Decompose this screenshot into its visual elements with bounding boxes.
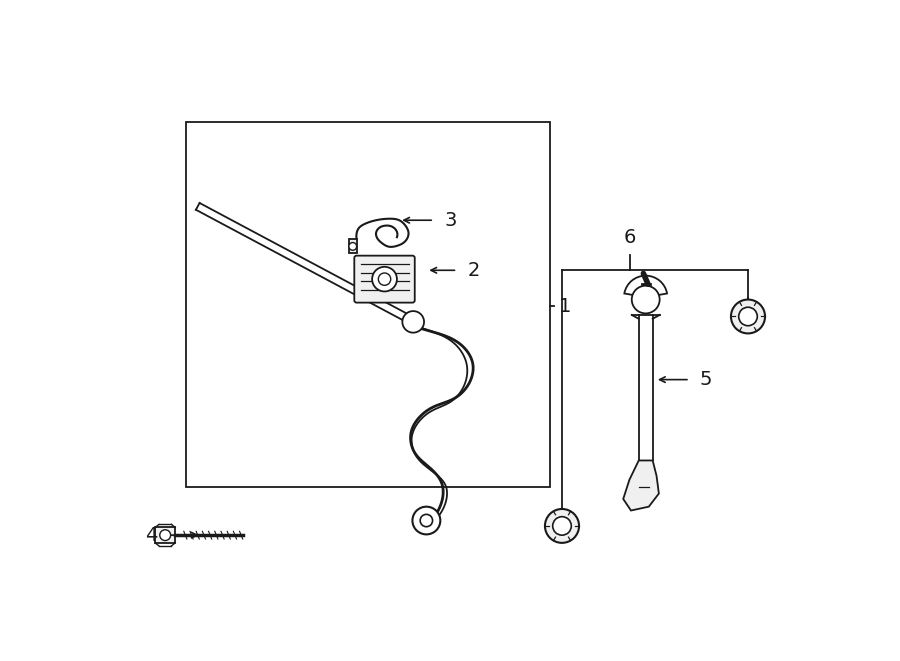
FancyBboxPatch shape bbox=[355, 256, 415, 303]
Circle shape bbox=[372, 267, 397, 292]
Polygon shape bbox=[349, 239, 356, 253]
Circle shape bbox=[632, 286, 660, 313]
Circle shape bbox=[553, 517, 572, 535]
Bar bbox=[186, 122, 551, 487]
Circle shape bbox=[402, 311, 424, 332]
Text: 4: 4 bbox=[145, 525, 158, 545]
Text: 1: 1 bbox=[559, 297, 572, 316]
Circle shape bbox=[160, 529, 171, 541]
Circle shape bbox=[378, 273, 391, 286]
Circle shape bbox=[731, 299, 765, 333]
Text: 3: 3 bbox=[445, 211, 456, 230]
Polygon shape bbox=[623, 461, 659, 510]
Circle shape bbox=[739, 307, 757, 326]
Wedge shape bbox=[625, 276, 667, 297]
Text: 5: 5 bbox=[700, 370, 713, 389]
Circle shape bbox=[349, 243, 356, 251]
Circle shape bbox=[412, 507, 440, 534]
Circle shape bbox=[420, 514, 433, 527]
Text: 6: 6 bbox=[624, 228, 636, 247]
Bar bbox=[155, 527, 176, 543]
Text: 2: 2 bbox=[467, 261, 480, 280]
Circle shape bbox=[545, 509, 579, 543]
